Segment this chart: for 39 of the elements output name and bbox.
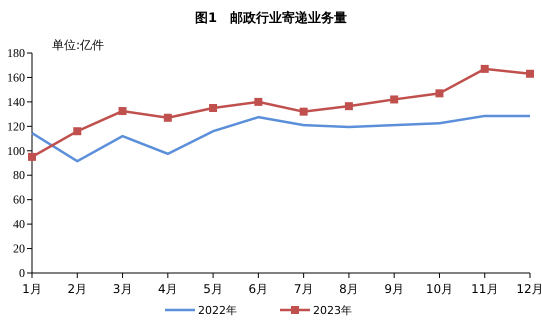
x-tick-label: 6月 xyxy=(248,282,268,296)
point xyxy=(344,102,353,110)
x-tick-label: 2月 xyxy=(67,282,88,296)
y-tick-label: 140 xyxy=(7,94,25,109)
x-tick-label: 8月 xyxy=(339,282,359,296)
x-tick-label: 3月 xyxy=(112,282,132,296)
point xyxy=(390,95,398,104)
y-tick-label: 180 xyxy=(7,46,25,60)
y-tick-label: 60 xyxy=(13,192,25,207)
x-tick-label: 5月 xyxy=(203,282,223,296)
point xyxy=(526,70,534,78)
point xyxy=(164,114,172,122)
y-tick-label: 120 xyxy=(7,119,25,134)
x-tick-label: 1月 xyxy=(22,282,42,296)
x-tick-label: 12月 xyxy=(516,282,542,296)
y-tick-label: 100 xyxy=(7,144,25,158)
legend-label: 2022年 xyxy=(198,304,237,317)
y-tick-label: 40 xyxy=(13,217,25,232)
y-tick-label: 160 xyxy=(7,70,25,84)
y-tick-label: 20 xyxy=(13,242,25,256)
point xyxy=(254,98,262,106)
y-tick-label: 80 xyxy=(13,168,25,182)
point xyxy=(300,108,308,116)
x-tick-label: 9月 xyxy=(384,282,404,296)
y-tick-label: 0 xyxy=(19,266,25,280)
x-tick-label: 4月 xyxy=(158,282,178,296)
legend-label: 2023年 xyxy=(313,304,352,317)
text: 单位:亿件 xyxy=(52,38,104,52)
point xyxy=(480,64,489,73)
x-tick-label: 10月 xyxy=(426,282,454,296)
point xyxy=(118,107,127,116)
point xyxy=(73,127,82,136)
x-tick-label: 11月 xyxy=(471,282,498,296)
point xyxy=(28,152,36,161)
x-tick-label: 7月 xyxy=(294,282,314,296)
point xyxy=(209,104,218,112)
point xyxy=(435,89,444,98)
chart-title: 图1 邮政行业寄递业务量 xyxy=(194,10,348,26)
line-series xyxy=(30,114,532,162)
